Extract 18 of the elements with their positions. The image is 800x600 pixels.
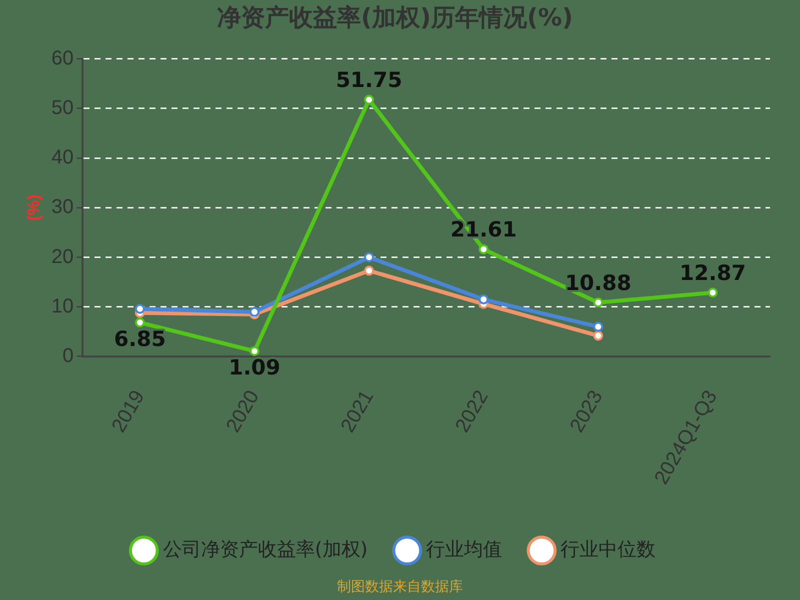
y-tick-label: 50: [51, 96, 74, 119]
y-tick-label: 0: [62, 345, 74, 368]
y-tick-label: 20: [51, 246, 74, 268]
y-tick-label: 10: [51, 295, 74, 318]
data-label: 12.87: [680, 261, 746, 286]
y-tick-label: 30: [51, 196, 74, 218]
chart-title: 净资产收益率(加权)历年情况(%): [217, 4, 573, 32]
data-label: 1.09: [228, 356, 280, 380]
legend-label: 行业中位数: [560, 538, 656, 560]
y-tick-label: 60: [51, 47, 74, 70]
y-axis-title: (%): [24, 194, 43, 221]
legend-label: 公司净资产收益率(加权): [162, 538, 368, 560]
legend-label: 行业均值: [426, 538, 502, 560]
data-label: 10.88: [564, 270, 632, 295]
data-label: 51.75: [336, 68, 402, 92]
text: 制图数据来自数据库: [336, 578, 464, 596]
data-label: 6.85: [114, 326, 166, 351]
y-tick-label: 40: [51, 146, 74, 169]
